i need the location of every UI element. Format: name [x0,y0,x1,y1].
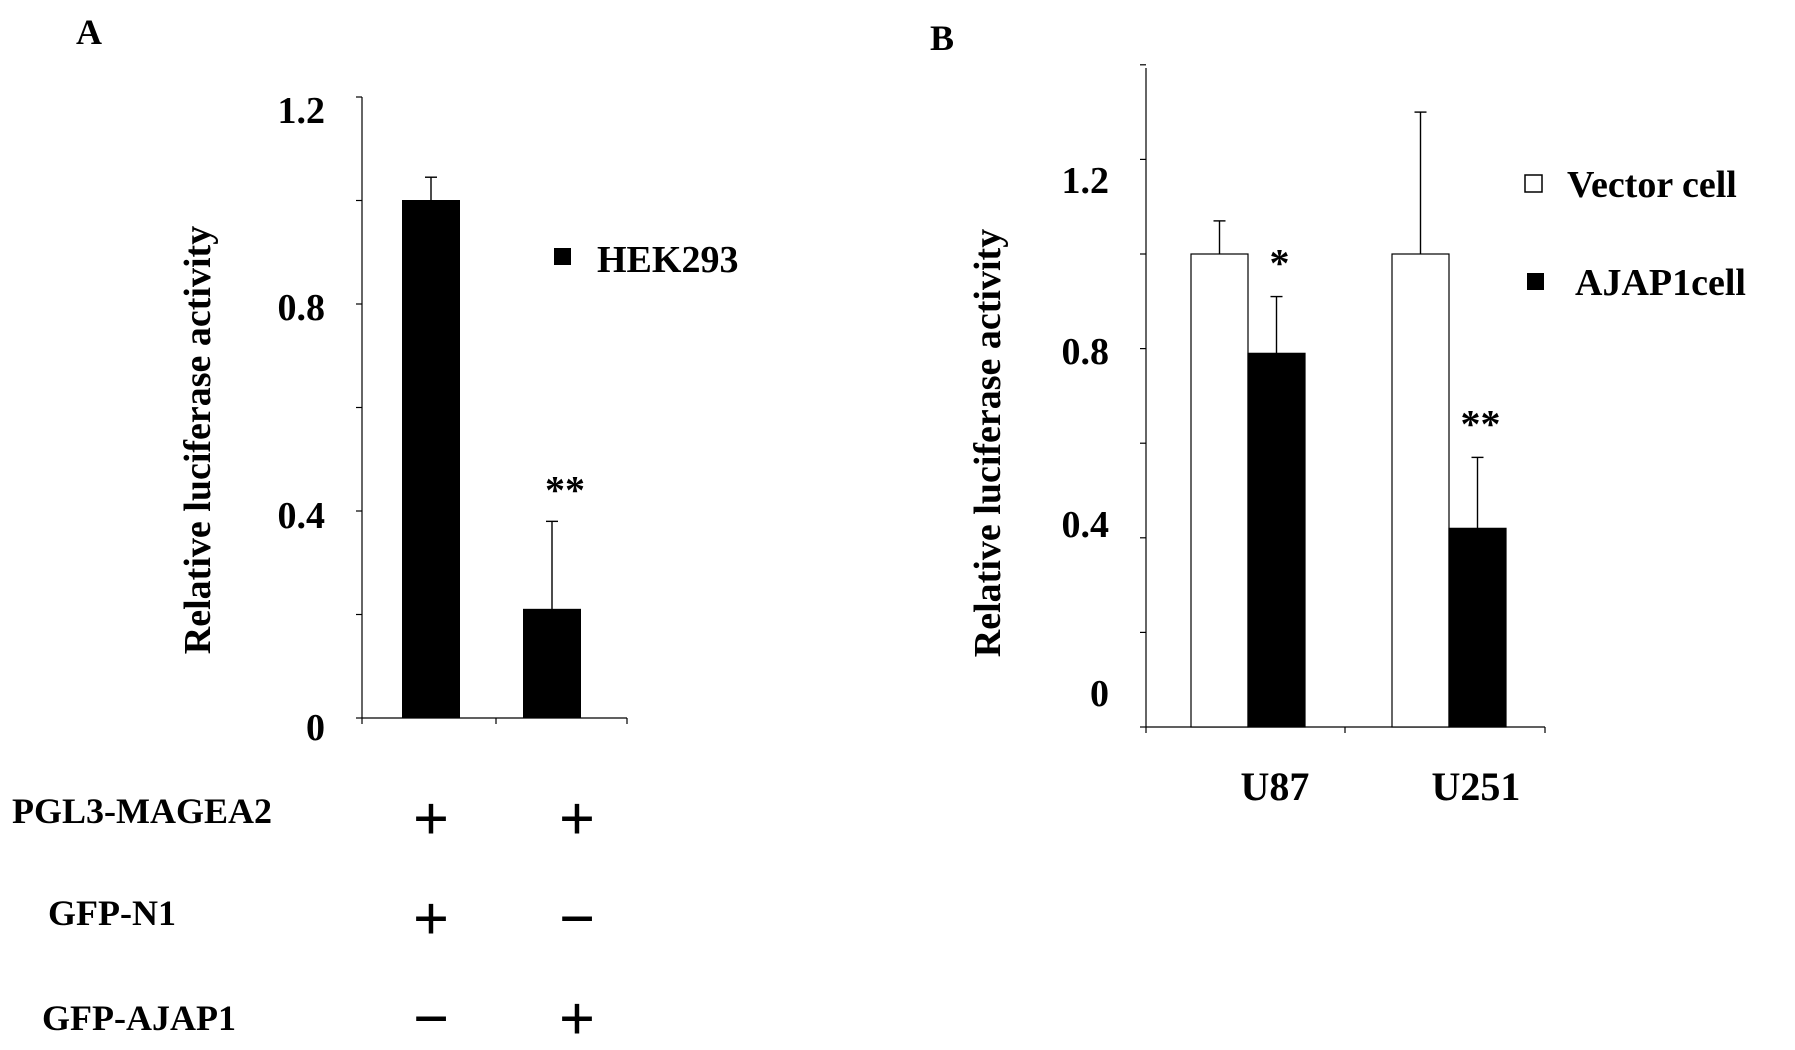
panel-a-bars: ** [402,176,585,719]
bar-ajap1cell [1247,352,1306,728]
y-tick-label: 1.2 [1062,160,1110,202]
panel-b-bars: *** [1190,111,1507,728]
x-category-label: U251 [1432,764,1521,809]
condition-mark-pgl3-col1: + [413,783,449,854]
x-category-label: U87 [1241,764,1310,809]
panel-a-axes: 0 0.4 0.8 1.2 [278,90,628,749]
panel-a-label: A [76,12,102,52]
condition-mark-gfpn1-col2: − [559,883,595,954]
legend-label-vector-cell: Vector cell [1567,164,1737,206]
y-tick-label: 1.2 [278,90,326,132]
significance-label: ** [545,467,585,512]
significance-label: * [1270,241,1290,286]
panel-b: B Relative luciferase activity 0 0.4 0.8 1.… [930,18,1746,809]
bar-hek293 [402,200,460,719]
y-tick-label: 0 [1090,673,1109,715]
condition-label-gfp-ajap1: GFP-AJAP1 [42,998,236,1038]
condition-mark-gfpajap1-col1: − [413,983,449,1050]
panel-b-label: B [930,18,954,58]
condition-mark-pgl3-col2: + [559,783,595,854]
legend-swatch-ajap1cell [1527,273,1544,290]
condition-label-gfp-n1: GFP-N1 [48,893,176,933]
legend-swatch-vector-cell [1524,174,1543,193]
y-tick-label: 0.8 [1062,331,1110,373]
panel-b-y-axis-label: Relative luciferase activity [967,229,1009,657]
bar-vector-cell [1190,253,1249,728]
bar-vector-cell [1391,253,1450,728]
legend-swatch-hek293 [554,248,571,265]
y-tick-label: 0.4 [1062,504,1110,546]
condition-label-pgl3-magea2: PGL3-MAGEA2 [12,791,272,831]
condition-mark-gfpajap1-col2: + [559,983,595,1050]
panel-a-y-axis-label: Relative luciferase activity [177,226,219,654]
bar-hek293 [523,608,581,719]
y-tick-label: 0 [306,707,325,749]
panel-a: A Relative luciferase activity 0 0.4 0.8 1.… [12,12,738,1050]
legend-label-hek293: HEK293 [597,239,738,281]
y-tick-label: 0.8 [278,287,326,329]
y-tick-label: 0.4 [278,495,326,537]
condition-mark-gfpn1-col1: + [413,883,449,954]
bar-ajap1cell [1448,527,1507,728]
panel-b-axes: 0 0.4 0.8 1.2 U87 U251 [1062,64,1546,809]
significance-label: ** [1461,401,1501,446]
legend-label-ajap1cell: AJAP1cell [1575,262,1746,304]
